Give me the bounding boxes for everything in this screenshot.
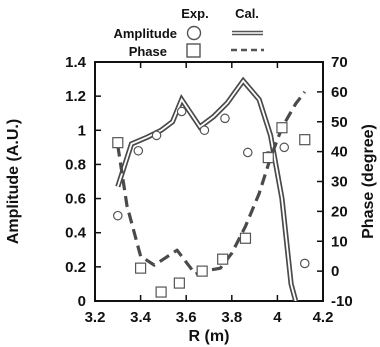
y-right-axis-tick-label: 70 xyxy=(331,54,348,71)
clipped-series-group xyxy=(115,76,307,301)
y-right-axis-tick-label: -10 xyxy=(331,293,353,310)
phase-experimental-point xyxy=(262,152,274,164)
y-right-axis-tick-label: 50 xyxy=(331,114,348,131)
x-axis-title: R (m) xyxy=(189,328,230,345)
y-left-axis-tick-label: 0.2 xyxy=(65,259,86,276)
amplitude-experimental-point xyxy=(199,125,210,136)
y-left-axis-tick-label: 0 xyxy=(78,293,86,310)
y-left-axis-tick-label: 1.4 xyxy=(65,54,87,71)
legend: Exp. Cal. Amplitude Phase xyxy=(113,6,264,59)
legend-circle-marker-icon xyxy=(186,25,202,41)
y-left-axis-tick-label: 0.4 xyxy=(65,225,87,242)
phase-experimental-point xyxy=(217,253,229,265)
x-axis-tick-label: 3.6 xyxy=(176,309,197,326)
legend-label-phase: Phase xyxy=(129,44,167,59)
amplitude-calculated-line-outer xyxy=(115,76,299,301)
y-left-axis-title: Amplitude (A.U.) xyxy=(5,119,22,244)
y-left-axis-tick-label: 0.6 xyxy=(65,191,86,208)
phase-experimental-point xyxy=(276,122,288,134)
phase-experimental-point xyxy=(196,265,208,277)
y-right-axis-tick-label: 10 xyxy=(331,233,348,250)
y-right-axis-tick-label: 40 xyxy=(331,144,348,161)
y-right-axis-tick-label: 60 xyxy=(331,84,348,101)
amplitude-experimental-point xyxy=(279,142,290,153)
amplitude-experimental-point xyxy=(176,106,187,117)
phase-experimental-point xyxy=(299,134,311,146)
y-right-axis-tick-label: 0 xyxy=(331,263,339,280)
y-right-axis-tick-label: 20 xyxy=(331,203,348,220)
y-left-axis-tick-label: 0.8 xyxy=(65,156,86,173)
legend-label-amplitude: Amplitude xyxy=(113,26,177,41)
amplitude-experimental-point xyxy=(133,145,144,156)
amplitude-experimental-point xyxy=(220,113,230,124)
ticks-layer: 3.2 3.4 3.6 3.8 4 4.2 0 0.2 0.4 0.6 0.8 1 1.2 1.4 -10 0… xyxy=(65,54,353,326)
phase-experimental-point xyxy=(112,137,124,149)
x-axis-tick-label: 4.2 xyxy=(313,309,334,326)
x-axis-tick-label: 3.2 xyxy=(85,309,106,326)
series-layer xyxy=(112,76,311,301)
amplitude-calculated-line-inner xyxy=(116,79,297,301)
x-axis-tick-label: 3.8 xyxy=(221,309,242,326)
y-right-axis-title: Phase (degree) xyxy=(360,124,377,239)
x-axis-tick-label: 3.4 xyxy=(130,309,152,326)
phase-experimental-point xyxy=(135,262,147,274)
phase-experimental-point xyxy=(239,232,252,244)
legend-header-cal: Cal. xyxy=(235,6,259,21)
phase-experimental-point xyxy=(173,277,185,289)
y-left-axis-tick-label: 1 xyxy=(78,122,86,139)
amplitude-experimental-point xyxy=(113,210,123,221)
x-axis-tick-label: 4 xyxy=(273,309,282,326)
amplitude-experimental-point xyxy=(242,147,253,158)
y-left-axis-tick-label: 1.2 xyxy=(65,88,86,105)
amplitude-experimental-point xyxy=(299,258,310,269)
amplitude-experimental-point xyxy=(151,130,162,141)
phase-experimental-point xyxy=(155,286,167,298)
legend-header-exp: Exp. xyxy=(181,6,208,21)
legend-square-marker-icon xyxy=(186,43,201,58)
y-right-axis-tick-label: 30 xyxy=(331,174,348,191)
